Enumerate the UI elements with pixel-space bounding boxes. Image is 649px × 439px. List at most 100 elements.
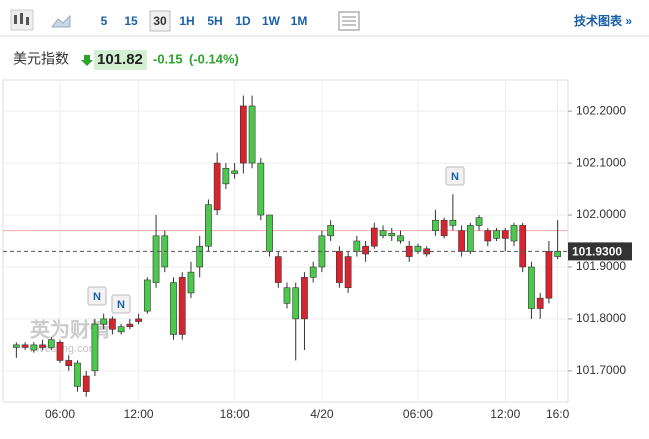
candle-body [109, 318, 116, 330]
x-tick-label: 12:00 [490, 407, 520, 421]
interval-button[interactable]: 1H [179, 14, 194, 28]
y-tick-label: 101.8000 [576, 311, 626, 325]
candle-body [379, 230, 387, 237]
candle-body [47, 339, 55, 348]
candle-body [327, 225, 335, 237]
change-pct: (-0.14%) [189, 51, 239, 66]
candle-body [39, 344, 46, 348]
candle-body [56, 341, 64, 361]
tech-chart-link[interactable]: 技术图表 » [574, 13, 632, 28]
watermark-en: Investing.com [30, 343, 98, 355]
candle-body [91, 323, 99, 372]
last-price-box [568, 242, 632, 261]
candle-body [414, 245, 422, 252]
price-highlight [94, 50, 147, 70]
candle-body [449, 219, 457, 226]
candle-body [458, 230, 465, 252]
y-tick-label: 102.1000 [576, 155, 626, 169]
candle-body [519, 225, 527, 268]
candle-body [178, 277, 186, 335]
candle-body [475, 217, 483, 226]
candle-body [135, 318, 142, 322]
candle-body [440, 219, 448, 237]
last-price: 101.82 [97, 51, 143, 68]
candle-body [248, 105, 256, 164]
indicator-icon[interactable] [338, 11, 360, 31]
y-tick-label: 101.9000 [576, 259, 626, 273]
candle-body [362, 245, 369, 255]
interval-button[interactable]: 30 [153, 14, 167, 28]
news-marker[interactable] [111, 294, 131, 314]
candle-body [370, 227, 378, 247]
instrument-name: 美元指数 [13, 51, 69, 67]
candle-body [432, 219, 439, 231]
news-marker-label: N [117, 299, 125, 311]
candle-body [466, 225, 474, 252]
candle-body [65, 360, 73, 366]
candle-body [274, 256, 282, 283]
candle-body [152, 235, 160, 283]
candle-body [388, 232, 396, 237]
toolbar [0, 0, 649, 36]
candle-body [196, 245, 204, 268]
candle-body [336, 251, 343, 283]
interval-button[interactable]: 15 [124, 14, 138, 28]
candle-body [213, 162, 221, 211]
candle-body [222, 167, 230, 185]
candle-body [231, 170, 238, 174]
x-tick-label: 12:00 [124, 407, 154, 421]
x-tick-label: 06:00 [403, 407, 433, 421]
candle-body [545, 251, 553, 299]
candle-body [170, 282, 177, 335]
candle-body [353, 240, 361, 252]
interval-button[interactable]: 5 [101, 14, 108, 28]
candle-body [266, 214, 273, 252]
news-marker[interactable] [445, 166, 465, 186]
plot-frame [2, 79, 569, 403]
candle-body [13, 344, 20, 348]
candle-body [510, 225, 518, 242]
candle-body [239, 105, 247, 164]
change: -0.15 [153, 51, 183, 66]
y-tick-label: 101.7000 [576, 363, 626, 377]
candle-icon[interactable] [10, 9, 34, 31]
candle-body [484, 230, 492, 242]
candle-body [554, 251, 561, 257]
candle-body [493, 230, 500, 239]
candle-body [283, 287, 291, 304]
news-marker-label: N [93, 291, 101, 303]
interval-button[interactable]: 1M [291, 14, 308, 28]
interval-button[interactable]: 1W [262, 14, 281, 28]
interval-button[interactable]: 5H [207, 14, 222, 28]
interval-button[interactable]: 1D [235, 14, 251, 28]
candle-body [536, 297, 544, 309]
down-arrow [81, 55, 93, 66]
x-tick-label: 18:00 [220, 407, 250, 421]
area-icon[interactable] [51, 14, 71, 28]
candle-body [397, 235, 404, 242]
candle-body [528, 266, 535, 309]
active-interval-box [149, 10, 171, 32]
candle-body [309, 266, 317, 278]
news-marker[interactable] [87, 286, 107, 306]
x-tick-label: 4/20 [310, 407, 334, 421]
news-marker-label: N [451, 171, 459, 183]
candle-body [187, 271, 195, 294]
candle-body [344, 256, 352, 289]
candle-body [100, 318, 108, 325]
y-tick-label: 102.2000 [576, 103, 626, 117]
candle-body [117, 326, 125, 333]
candle-body [257, 162, 265, 216]
candle-body [292, 287, 300, 320]
candle-body [126, 323, 134, 327]
x-tick-label: 16:0 [546, 407, 570, 421]
candle-body [205, 204, 212, 247]
x-tick-label: 06:00 [45, 407, 75, 421]
y-tick-label: 102.0000 [576, 207, 626, 221]
candle-body [74, 362, 81, 387]
last-price-label: 101.9300 [572, 245, 622, 259]
candle-body [301, 277, 308, 320]
candle-body [501, 230, 509, 239]
